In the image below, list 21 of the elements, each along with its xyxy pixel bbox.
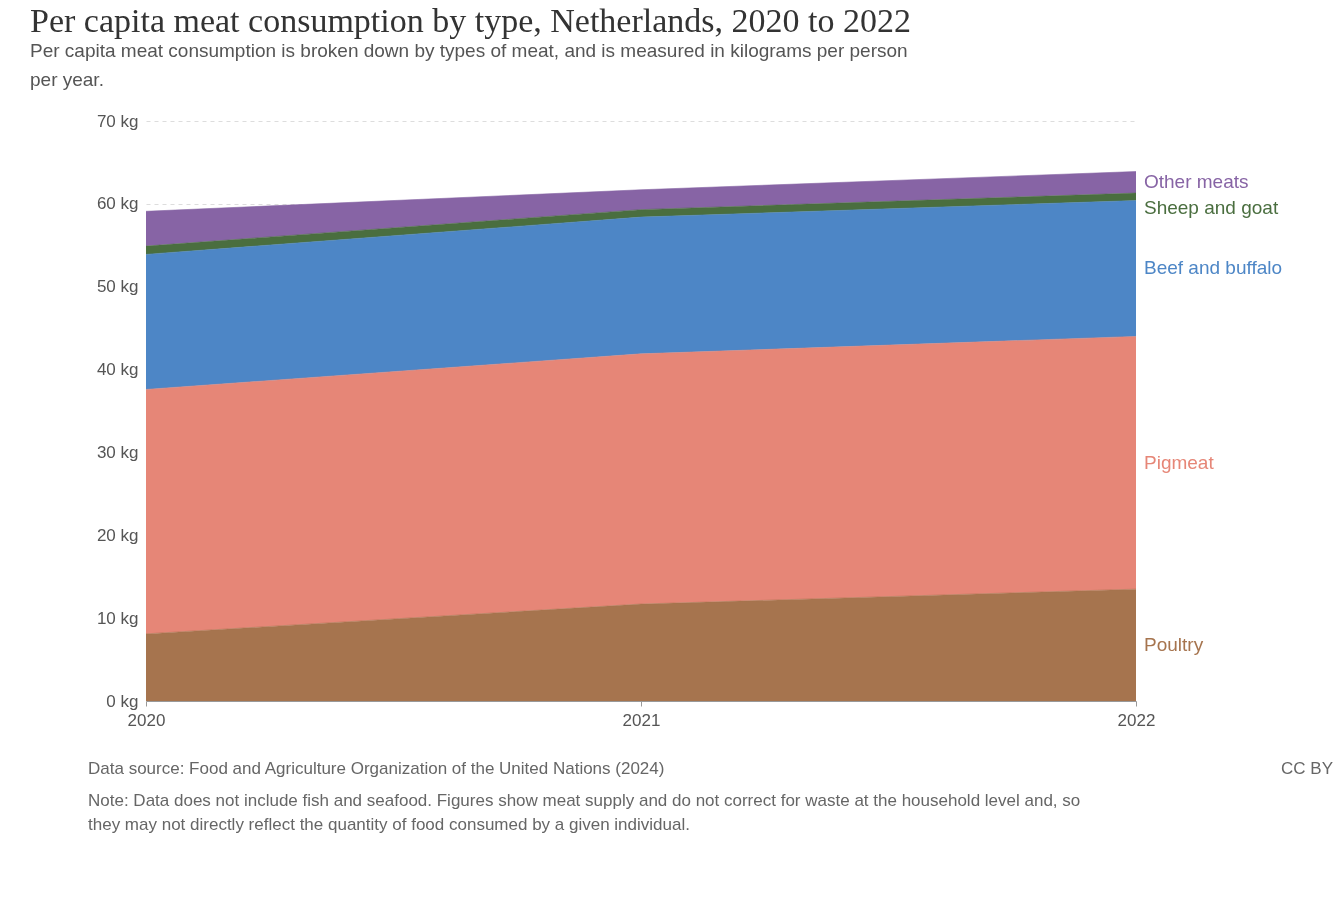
y-tick-label: 10 kg xyxy=(96,608,139,628)
y-tick-label: 60 kg xyxy=(96,194,139,214)
x-tick-label: 2020 xyxy=(127,710,166,730)
y-tick-label: 30 kg xyxy=(96,442,139,462)
y-tick-label: 20 kg xyxy=(96,525,139,545)
y-tick-label: 40 kg xyxy=(96,360,139,380)
series-label: Other meats xyxy=(1144,171,1249,193)
x-tick-label: 2021 xyxy=(622,710,661,730)
series-label: Pigmeat xyxy=(1144,451,1215,473)
series-label: Beef and buffalo xyxy=(1144,257,1283,279)
text: Note: Data does not include fish and seafood. Figures show meat supply and do not correct for waste at the household level and, so they may not directly reflect the quantity of food consumed by a given individual. xyxy=(88,791,1081,834)
series-label: Sheep and goat xyxy=(1144,197,1279,219)
y-tick-label: 0 kg xyxy=(106,691,139,711)
x-tick-label: 2022 xyxy=(1117,710,1156,730)
text: CC BY xyxy=(1281,759,1333,778)
source-note: Data source: Food and Agriculture Organization of the United Nations (2024) xyxy=(88,759,665,778)
y-tick-label: 70 kg xyxy=(96,111,139,131)
chart-subtitle: Per capita meat consumption is broken down by types of meat, and is measured in kilograms per person per year. xyxy=(30,40,908,90)
chart-title: Per capita meat consumption by type, Netherlands, 2020 to 2022 xyxy=(30,2,911,39)
y-tick-label: 50 kg xyxy=(96,277,139,297)
series-label: Poultry xyxy=(1144,634,1204,656)
